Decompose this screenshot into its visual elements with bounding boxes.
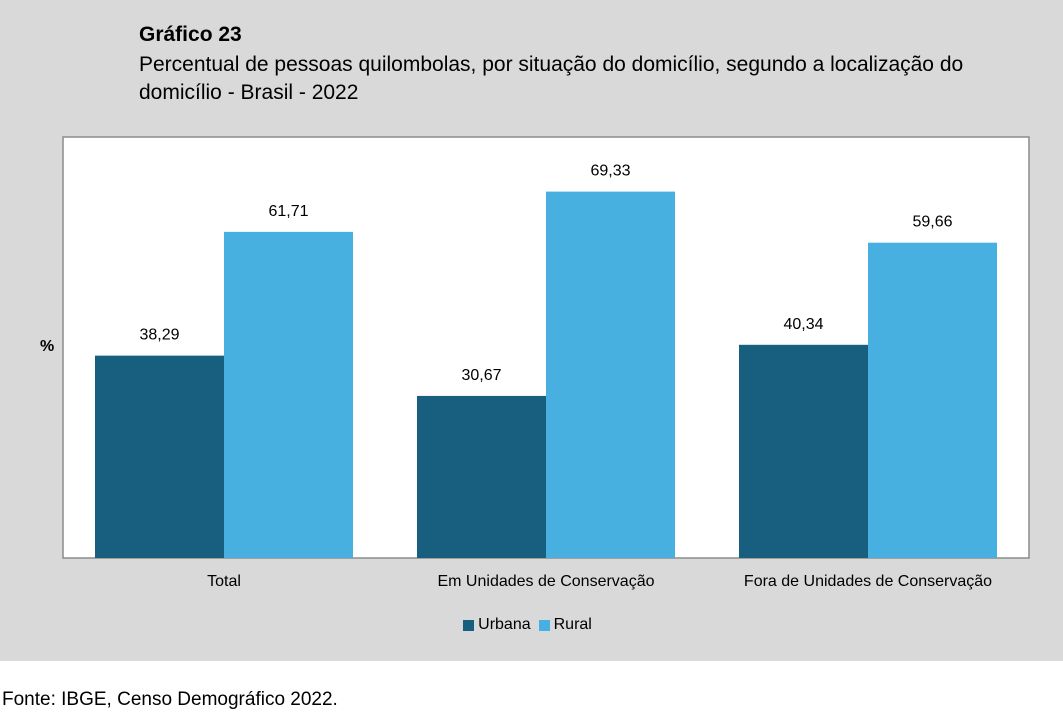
data-label-rural-1: 69,33 — [590, 163, 630, 180]
data-label-urbana-1: 30,67 — [461, 367, 501, 384]
data-label-urbana-2: 40,34 — [783, 316, 823, 333]
legend: Urbana Rural — [0, 616, 1063, 634]
bar-rural-0 — [224, 231, 353, 558]
chart-title: Gráfico 23 — [139, 23, 242, 46]
category-label-2: Fora de Unidades de Conservação — [744, 573, 992, 590]
category-labels-group: Total Em Unidades de Conservação Fora de U… — [207, 573, 992, 590]
category-label-1: Em Unidades de Conservação — [437, 573, 654, 590]
bar-chart: 38,29 61,71 30,67 69,33 40,34 59,66 Total Em U… — [62, 136, 1030, 590]
data-label-rural-2: 59,66 — [912, 214, 952, 231]
data-label-rural-0: 61,71 — [268, 203, 308, 220]
y-axis-label: % — [40, 338, 55, 355]
legend-swatch-urbana — [463, 619, 475, 631]
bars-group: 38,29 61,71 30,67 69,33 40,34 59,66 — [95, 163, 997, 558]
legend-label-urbana: Urbana — [478, 616, 531, 633]
bar-urbana-2 — [739, 344, 868, 558]
data-label-urbana-0: 38,29 — [139, 327, 179, 344]
bar-rural-1 — [546, 191, 675, 558]
legend-swatch-rural — [538, 619, 550, 631]
legend-label-rural: Rural — [553, 616, 592, 633]
source-note: Fonte: IBGE, Censo Demográfico 2022. — [2, 689, 338, 710]
bar-urbana-0 — [95, 355, 224, 558]
legend-item-rural: Rural — [538, 616, 592, 634]
bar-urbana-1 — [417, 395, 546, 558]
bar-rural-2 — [868, 242, 997, 558]
category-label-0: Total — [207, 573, 241, 590]
legend-item-urbana: Urbana — [463, 616, 531, 634]
chart-subtitle: Percentual de pessoas quilombolas, por s… — [139, 53, 964, 104]
